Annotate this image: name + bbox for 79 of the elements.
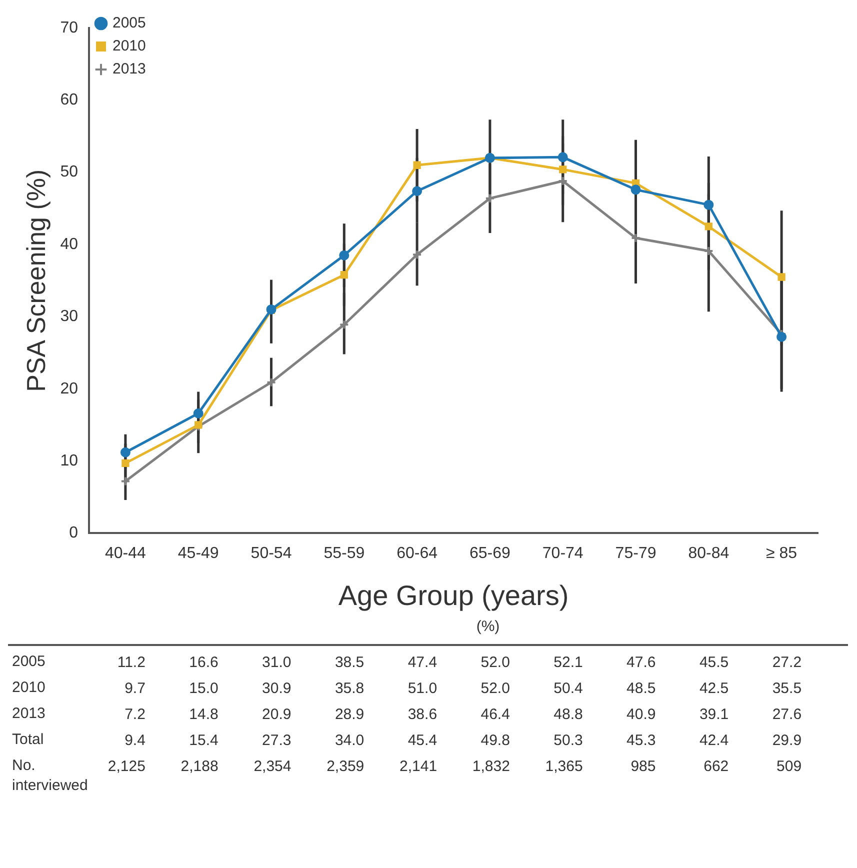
text: 45.5 [698,653,729,673]
text: 45.4 [406,731,438,751]
y-tick-label: 20 [60,380,78,398]
y-tick-label: 70 [60,19,78,36]
text: 11.2 [116,653,146,673]
x-axis-title: Age Group (years) [338,580,569,611]
text: 2010 [12,678,46,698]
y-tick-label: 60 [60,92,78,109]
text: 27.6 [771,705,802,725]
text: 50.3 [552,731,583,751]
text: 45.3 [626,731,656,751]
text: 2,359 [326,757,364,777]
text: 50.4 [552,679,583,699]
text: 2,354 [252,757,292,777]
text: 9.7 [124,679,146,699]
text: 34.0 [334,731,364,751]
text: 16.6 [188,653,218,673]
text: 40.9 [626,705,656,725]
text: 7.2 [124,705,146,725]
text: 29.9 [771,731,802,751]
y-axis-title: PSA Screening (%) [20,169,51,392]
text: 38.6 [406,705,438,725]
text: 14.8 [188,705,218,725]
text: 52.0 [480,679,510,699]
x-tick-label: 65-69 [469,545,511,562]
x-tick-label: 80-84 [688,545,730,562]
x-tick-label: 50-54 [250,545,292,562]
text: 38.5 [334,653,364,673]
text: 2013 [12,704,46,724]
legend-label: 2013 [112,60,146,78]
text: 42.5 [698,679,729,699]
text: 31.0 [261,653,292,673]
legend-label: 2010 [112,38,146,55]
y-tick-label: 10 [60,452,78,470]
y-tick-label: 0 [69,524,78,542]
text: (%) [475,618,501,637]
text: Total [12,730,45,750]
text: 985 [630,757,656,777]
x-tick-label: 75-79 [615,545,656,562]
text: 30.9 [261,679,292,699]
x-tick-label: 45-49 [178,545,219,562]
text: 51.0 [406,679,438,699]
x-tick-label: ≥ 85 [766,545,798,562]
text: 52.1 [552,653,583,673]
text: 49.8 [480,731,510,751]
text: 2,188 [180,757,218,777]
text: 2005 [12,652,46,672]
text: 47.4 [406,653,438,673]
text: No. interviewed [12,756,89,796]
text: 35.5 [771,679,802,699]
text: 2,141 [398,757,438,777]
y-tick-label: 50 [60,164,78,181]
y-tick-label: 40 [60,236,78,253]
text: 48.5 [626,679,656,699]
text: 35.8 [334,679,364,699]
text: 42.4 [698,731,729,751]
text: 662 [702,757,729,777]
x-tick-label: 70-74 [542,545,584,562]
text: 46.4 [480,705,510,725]
y-tick-label: 30 [60,308,78,326]
text: 509 [776,757,802,777]
text: 27.3 [261,731,292,751]
text: 27.2 [771,653,802,673]
text: 9.4 [124,731,146,751]
text: 28.9 [334,705,364,725]
x-tick-label: 60-64 [396,545,438,562]
text: 47.6 [626,653,656,673]
text: 1,365 [544,757,583,777]
legend-label: 2005 [112,14,146,32]
text: 1,832 [471,757,510,777]
text: 15.0 [188,679,218,699]
x-tick-label: 55-59 [324,545,365,562]
text: 48.8 [552,705,583,725]
text: 15.4 [188,731,218,751]
text: 20.9 [261,705,292,725]
text: 2,125 [106,757,146,777]
text: 52.0 [480,653,510,673]
text: 39.1 [698,705,729,725]
x-tick-label: 40-44 [104,545,146,562]
